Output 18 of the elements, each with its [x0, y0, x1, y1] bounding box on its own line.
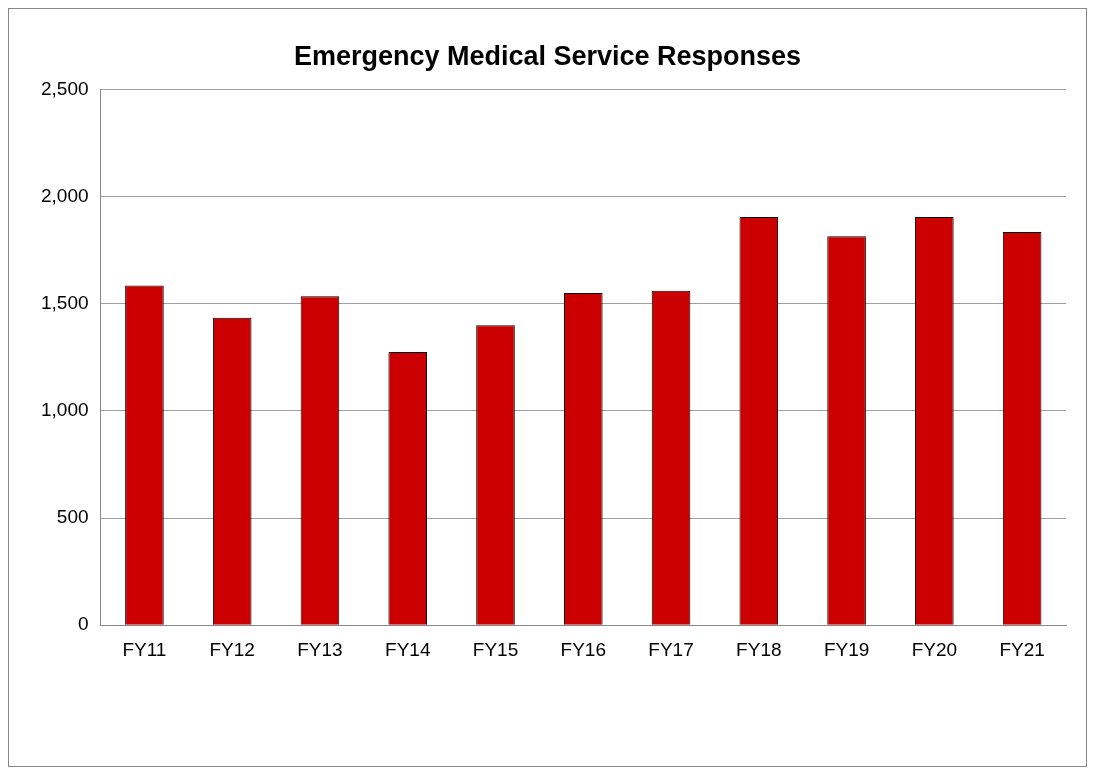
y-tick-label: 2,500: [41, 77, 89, 99]
y-tick-label: 500: [56, 506, 89, 528]
x-tick-label: FY18: [736, 638, 782, 660]
y-tick-label: 1,500: [41, 291, 89, 313]
x-tick-label: FY19: [823, 638, 870, 660]
x-tick-label: FY21: [999, 638, 1045, 660]
y-tick-label: 2,000: [41, 184, 89, 206]
x-tick-label: FY13: [297, 638, 343, 660]
x-tick-label: FY12: [209, 638, 255, 660]
y-tick-label: 0: [77, 613, 89, 635]
x-tick-label: FY11: [122, 638, 167, 660]
x-tick-label: FY16: [560, 638, 606, 660]
x-tick-label: FY15: [472, 638, 519, 660]
x-tick-label: FY17: [648, 638, 694, 660]
x-tick-label: FY20: [911, 638, 958, 660]
chart-title: Emergency Medical Service Responses: [293, 40, 802, 71]
y-tick-label: 1,000: [41, 399, 89, 421]
x-tick-label: FY14: [385, 638, 431, 660]
